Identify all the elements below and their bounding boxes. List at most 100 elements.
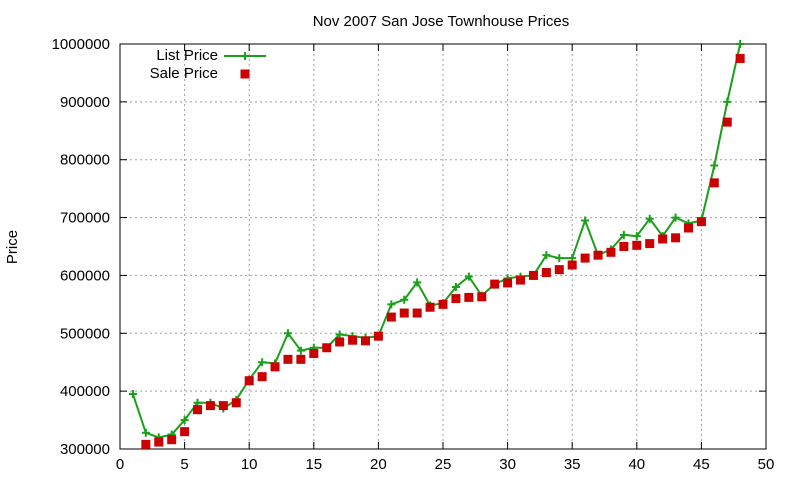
data-point	[567, 260, 577, 270]
data-point	[141, 428, 150, 437]
data-point	[244, 376, 254, 386]
data-point	[490, 279, 500, 289]
y-tick-label: 800000	[60, 152, 110, 169]
data-point	[128, 390, 137, 399]
data-point	[335, 337, 345, 347]
data-point	[348, 335, 358, 345]
data-point	[580, 253, 590, 263]
x-tick-label: 15	[305, 456, 322, 473]
data-point	[516, 275, 526, 285]
data-point	[438, 299, 448, 309]
x-tick-label: 30	[499, 456, 516, 473]
legend-item: List Price	[156, 47, 266, 64]
y-tick-label: 300000	[60, 441, 110, 458]
data-point	[451, 283, 460, 291]
data-point	[413, 278, 422, 287]
data-point	[722, 117, 732, 127]
x-tick-label: 0	[116, 456, 124, 473]
chart-title: Nov 2007 San Jose Townhouse Prices	[313, 13, 570, 30]
x-tick-label: 5	[180, 456, 188, 473]
data-point	[619, 230, 628, 239]
data-point	[412, 308, 422, 318]
data-point	[710, 161, 719, 170]
data-point	[632, 240, 642, 250]
data-point	[360, 336, 370, 346]
data-point	[309, 349, 319, 359]
data-point	[167, 435, 177, 445]
data-point	[528, 270, 538, 280]
legend-item: Sale Price	[150, 65, 250, 82]
data-point	[503, 278, 513, 288]
x-tick-label: 50	[758, 456, 775, 473]
data-point	[373, 331, 383, 341]
x-tick-label: 35	[564, 456, 581, 473]
legend-swatch-marker	[240, 69, 250, 79]
plot-area	[128, 40, 745, 449]
data-point	[555, 254, 564, 263]
data-point	[154, 437, 164, 447]
data-point	[270, 362, 280, 372]
legend-swatch-marker	[241, 52, 249, 60]
data-point	[581, 216, 590, 225]
data-point	[645, 214, 654, 223]
axes: 0 5 10 15 20 25 30 35 40 45 50 300000 400000 500000 60…	[52, 36, 775, 473]
data-point	[593, 250, 603, 260]
y-tick-label: 700000	[60, 210, 110, 227]
data-point	[671, 233, 681, 243]
x-tick-label: 10	[241, 456, 258, 473]
data-point	[296, 354, 306, 364]
x-tick-label: 40	[628, 456, 645, 473]
data-point	[425, 302, 435, 312]
x-tick-label: 45	[693, 456, 710, 473]
data-point	[205, 401, 215, 411]
data-point	[464, 292, 474, 302]
grid	[120, 44, 766, 449]
data-point	[554, 265, 564, 275]
y-tick-label: 600000	[60, 267, 110, 284]
data-point	[451, 294, 461, 304]
y-tick-label: 500000	[60, 325, 110, 342]
data-point	[477, 292, 487, 302]
data-point	[283, 354, 293, 364]
data-point	[606, 247, 616, 257]
data-point	[709, 178, 719, 188]
data-point	[464, 272, 473, 281]
data-point	[386, 312, 396, 322]
data-point	[696, 217, 706, 227]
data-point	[671, 213, 680, 222]
data-point	[658, 234, 668, 244]
data-point	[180, 427, 190, 437]
data-point	[683, 223, 693, 233]
data-point	[322, 343, 332, 353]
data-point	[632, 232, 641, 241]
data-point	[736, 40, 745, 48]
data-point	[218, 401, 228, 411]
data-point	[257, 372, 267, 382]
legend-label: Sale Price	[150, 65, 218, 82]
data-point	[542, 251, 551, 260]
data-point	[193, 405, 203, 415]
data-point	[180, 416, 189, 425]
data-point	[541, 268, 551, 278]
data-point	[296, 346, 305, 355]
data-point	[619, 242, 629, 251]
data-point	[723, 97, 732, 106]
data-point	[400, 295, 409, 304]
data-point	[283, 329, 292, 338]
data-point	[335, 330, 344, 339]
data-point	[141, 439, 151, 449]
data-point	[231, 398, 241, 408]
y-tick-label: 900000	[60, 94, 110, 111]
data-point	[645, 239, 655, 249]
legend-label: List Price	[156, 47, 218, 64]
x-tick-label: 25	[435, 456, 452, 473]
y-tick-label: 400000	[60, 383, 110, 400]
series-sale-price	[141, 53, 745, 449]
y-axis-label: Price	[4, 230, 21, 264]
y-tick-label: 1000000	[52, 36, 110, 53]
data-point	[735, 53, 745, 63]
data-point	[387, 300, 396, 309]
data-point	[258, 358, 267, 367]
